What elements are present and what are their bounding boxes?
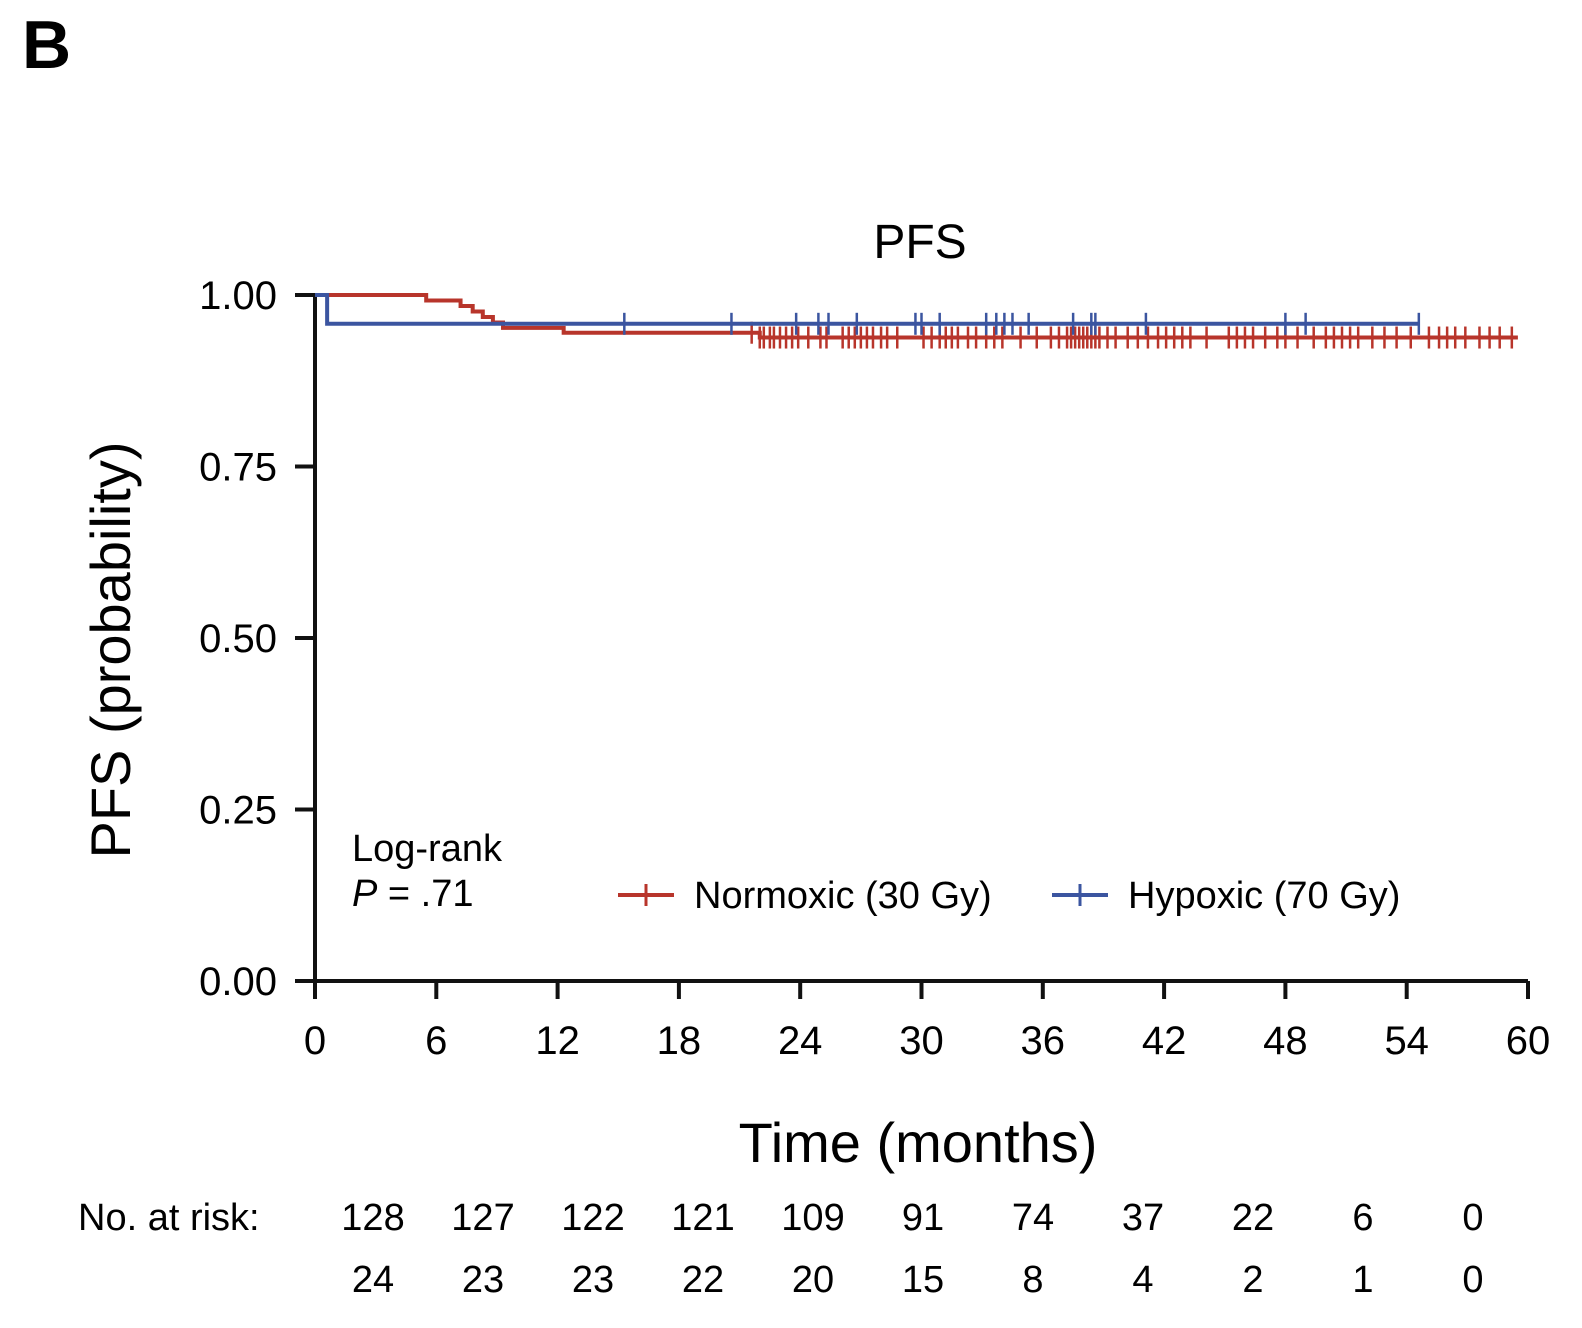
curve-hypoxic: [315, 293, 1419, 326]
at-risk-hypoxic: 1: [1352, 1259, 1373, 1301]
legend: Normoxic (30 Gy) Hypoxic (70 Gy): [618, 875, 1400, 917]
at-risk-normoxic: 127: [451, 1197, 514, 1239]
x-axis: 0 6 12 18 24 30 36 42 48 54 60: [295, 979, 1551, 1063]
y-axis-label: PFS (probability): [79, 441, 142, 858]
x-tick-label: 60: [1506, 1019, 1551, 1063]
legend-label-normoxic: Normoxic (30 Gy): [694, 875, 992, 917]
y-tick-label: 0.75: [199, 446, 277, 490]
x-tick-label: 0: [304, 1019, 326, 1063]
log-rank-label: Log-rank: [352, 828, 503, 870]
at-risk-hypoxic: 20: [792, 1259, 834, 1301]
at-risk-hypoxic: 23: [462, 1259, 504, 1301]
at-risk-hypoxic: 0: [1462, 1259, 1483, 1301]
x-tick-label: 18: [657, 1019, 702, 1063]
at-risk-normoxic: 91: [902, 1197, 944, 1239]
legend-item-normoxic: Normoxic (30 Gy): [618, 875, 992, 917]
y-tick-label: 0.50: [199, 617, 277, 661]
chart-title: PFS: [873, 216, 966, 269]
at-risk-normoxic: 74: [1012, 1197, 1054, 1239]
survival-curves: [315, 293, 1518, 349]
x-tick-label: 54: [1384, 1019, 1429, 1063]
at-risk-normoxic: 122: [561, 1197, 624, 1239]
legend-item-hypoxic: Hypoxic (70 Gy): [1052, 875, 1400, 917]
y-tick-label: 0.00: [199, 960, 277, 1004]
x-axis-label: Time (months): [739, 1111, 1098, 1174]
x-tick-label: 30: [899, 1019, 944, 1063]
legend-label-hypoxic: Hypoxic (70 Gy): [1128, 875, 1400, 917]
at-risk-hypoxic: 2: [1242, 1259, 1263, 1301]
at-risk-normoxic: 121: [671, 1197, 734, 1239]
y-axis: 0.00 0.25 0.50 0.75 1.00: [199, 274, 317, 1004]
x-tick-label: 48: [1263, 1019, 1308, 1063]
at-risk-hypoxic: 22: [682, 1259, 724, 1301]
y-tick-label: 1.00: [199, 274, 277, 318]
at-risk-normoxic: 128: [341, 1197, 404, 1239]
x-tick-label: 24: [778, 1019, 823, 1063]
at-risk-normoxic: 6: [1352, 1197, 1373, 1239]
at-risk-hypoxic: 24: [352, 1259, 394, 1301]
p-value-text: P = .71: [352, 873, 474, 915]
risk-table: No. at risk: 128 127 122 121 109 91 74 37 22 6 024…: [78, 1197, 1484, 1301]
risk-table-label: No. at risk:: [78, 1197, 260, 1239]
at-risk-hypoxic: 8: [1022, 1259, 1043, 1301]
x-tick-label: 12: [535, 1019, 580, 1063]
y-tick-label: 0.25: [199, 789, 277, 833]
at-risk-normoxic: 0: [1462, 1197, 1483, 1239]
at-risk-hypoxic: 4: [1132, 1259, 1153, 1301]
at-risk-normoxic: 37: [1122, 1197, 1164, 1239]
x-tick-label: 42: [1142, 1019, 1187, 1063]
at-risk-hypoxic: 23: [572, 1259, 614, 1301]
at-risk-normoxic: 22: [1232, 1197, 1274, 1239]
x-tick-label: 36: [1021, 1019, 1066, 1063]
curve-normoxic: [315, 293, 1518, 340]
at-risk-normoxic: 109: [781, 1197, 844, 1239]
x-tick-label: 6: [425, 1019, 447, 1063]
at-risk-hypoxic: 15: [902, 1259, 944, 1301]
log-rank-annotation: Log-rank P = .71: [352, 828, 503, 915]
panel-label: B: [22, 7, 71, 83]
